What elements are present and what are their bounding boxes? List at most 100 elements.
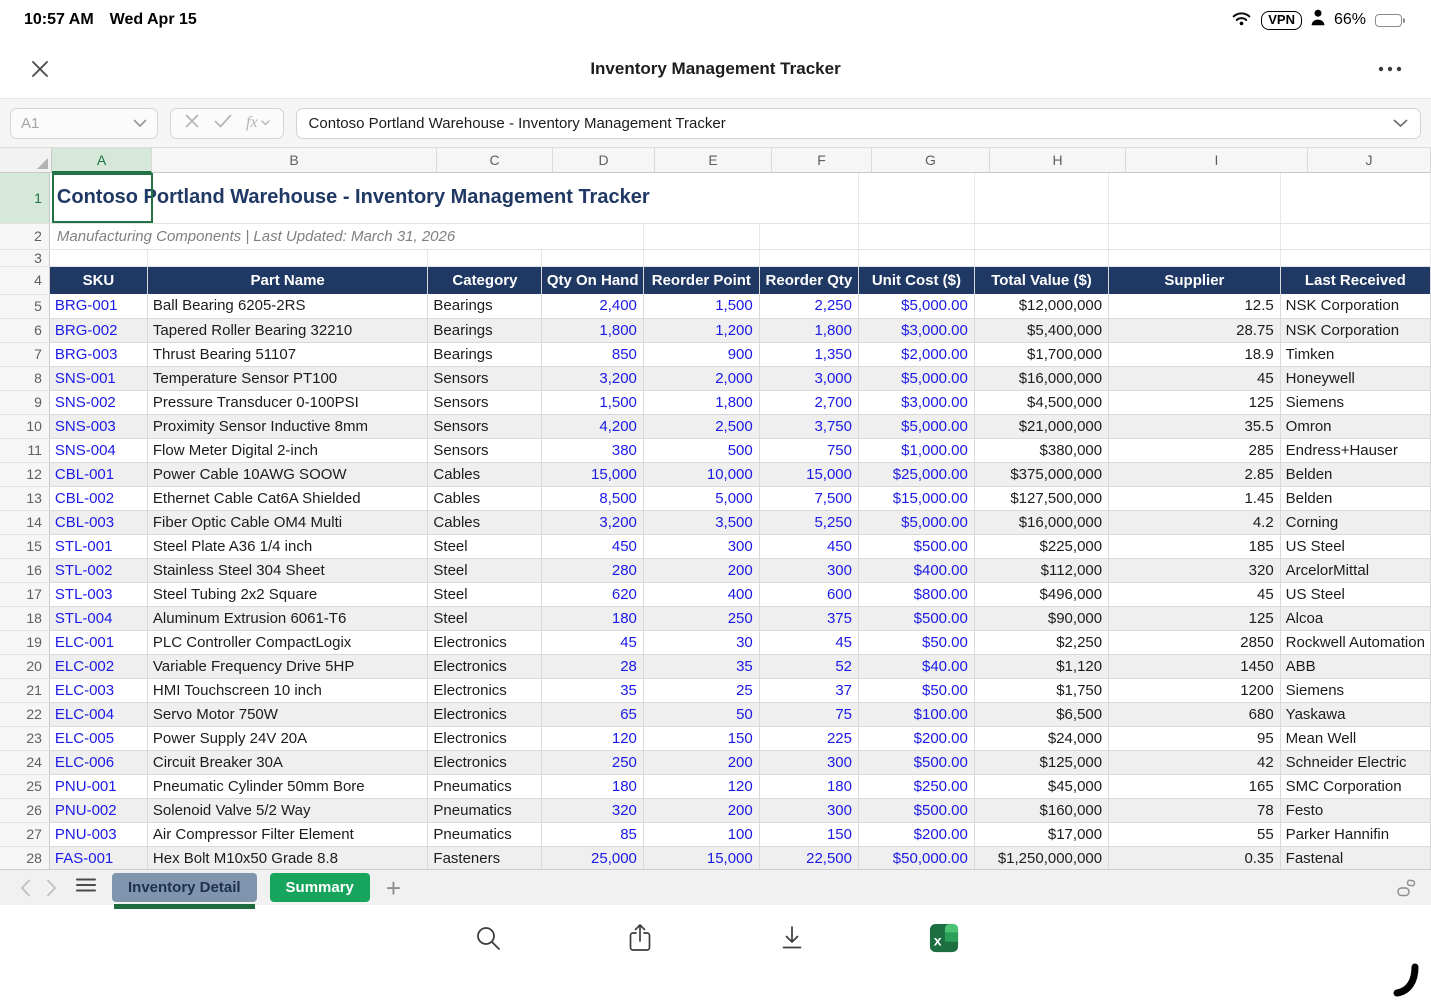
cell[interactable]: Bearings xyxy=(428,318,542,342)
cell[interactable]: $1,000.00 xyxy=(859,438,975,462)
cell[interactable]: 300 xyxy=(643,534,759,558)
cell[interactable]: Pressure Transducer 0-100PSI xyxy=(147,390,428,414)
cell[interactable]: Belden xyxy=(1280,486,1430,510)
cell[interactable]: 2850 xyxy=(1109,630,1281,654)
row-header-26[interactable]: 26 xyxy=(0,798,49,822)
cell[interactable]: 5,000 xyxy=(643,486,759,510)
cell[interactable] xyxy=(859,173,975,223)
cell[interactable]: Electronics xyxy=(428,750,542,774)
cell[interactable] xyxy=(1109,173,1281,223)
row-header-13[interactable]: 13 xyxy=(0,486,49,510)
cell[interactable]: $1,750 xyxy=(974,678,1108,702)
cell[interactable]: Ball Bearing 6205-2RS xyxy=(147,294,428,318)
cell[interactable]: FAS-001 xyxy=(49,846,147,869)
cell[interactable]: 600 xyxy=(759,582,858,606)
cell[interactable]: ELC-001 xyxy=(49,630,147,654)
more-menu-icon[interactable] xyxy=(1377,60,1403,78)
cell[interactable]: Electronics xyxy=(428,726,542,750)
cell[interactable]: Electronics xyxy=(428,702,542,726)
row-header-18[interactable]: 18 xyxy=(0,606,49,630)
cell[interactable]: BRG-002 xyxy=(49,318,147,342)
cell[interactable]: 1,350 xyxy=(759,342,858,366)
cell[interactable]: 3,500 xyxy=(643,510,759,534)
cell[interactable]: Cables xyxy=(428,486,542,510)
tab-inventory-detail[interactable]: Inventory Detail xyxy=(112,873,257,902)
cell[interactable]: 25,000 xyxy=(542,846,644,869)
cell[interactable]: $5,000.00 xyxy=(859,366,975,390)
cell[interactable]: Electronics xyxy=(428,630,542,654)
cell[interactable]: 120 xyxy=(542,726,644,750)
cell[interactable]: 28 xyxy=(542,654,644,678)
cell[interactable]: $16,000,000 xyxy=(974,366,1108,390)
cell[interactable] xyxy=(542,223,644,249)
cell[interactable]: 22,500 xyxy=(759,846,858,869)
cell[interactable]: SNS-003 xyxy=(49,414,147,438)
cell[interactable]: ELC-006 xyxy=(49,750,147,774)
row-header-9[interactable]: 9 xyxy=(0,390,49,414)
cell[interactable]: 75 xyxy=(759,702,858,726)
cell[interactable]: $800.00 xyxy=(859,582,975,606)
cell[interactable]: 1,500 xyxy=(643,294,759,318)
column-header-D[interactable]: D xyxy=(553,148,655,173)
row-header-10[interactable]: 10 xyxy=(0,414,49,438)
cell[interactable]: ELC-004 xyxy=(49,702,147,726)
cell[interactable]: Steel Tubing 2x2 Square xyxy=(147,582,428,606)
cell[interactable]: Proximity Sensor Inductive 8mm xyxy=(147,414,428,438)
column-header-B[interactable]: B xyxy=(152,148,437,173)
cell[interactable]: Endress+Hauser xyxy=(1280,438,1430,462)
sheet-title-cell[interactable]: Contoso Portland Warehouse - Inventory M… xyxy=(49,173,759,223)
cell[interactable]: Steel xyxy=(428,582,542,606)
table-header-part-name[interactable]: Part Name xyxy=(147,266,428,294)
cell[interactable]: 65 xyxy=(542,702,644,726)
cell[interactable]: 5,250 xyxy=(759,510,858,534)
cell[interactable]: 185 xyxy=(1109,534,1281,558)
cell[interactable]: 3,200 xyxy=(542,366,644,390)
insert-function-button[interactable]: fx xyxy=(246,114,270,132)
cell[interactable]: 25 xyxy=(643,678,759,702)
cell[interactable] xyxy=(643,223,759,249)
cell[interactable]: $16,000,000 xyxy=(974,510,1108,534)
cell[interactable]: 3,200 xyxy=(542,510,644,534)
table-header-last-received[interactable]: Last Received xyxy=(1280,266,1430,294)
cell[interactable]: 300 xyxy=(759,750,858,774)
cell[interactable]: ArcelorMittal xyxy=(1280,558,1430,582)
table-header-total-value-[interactable]: Total Value ($) xyxy=(974,266,1108,294)
cell[interactable]: 2,250 xyxy=(759,294,858,318)
cell[interactable]: 50 xyxy=(643,702,759,726)
cell[interactable]: 300 xyxy=(759,798,858,822)
cell[interactable]: Temperature Sensor PT100 xyxy=(147,366,428,390)
row-header-21[interactable]: 21 xyxy=(0,678,49,702)
cell[interactable]: 35 xyxy=(542,678,644,702)
cell[interactable]: $90,000 xyxy=(974,606,1108,630)
cell[interactable]: US Steel xyxy=(1280,534,1430,558)
cell[interactable]: Circuit Breaker 30A xyxy=(147,750,428,774)
cell[interactable] xyxy=(49,249,147,266)
cell[interactable]: $112,000 xyxy=(974,558,1108,582)
cell[interactable]: $160,000 xyxy=(974,798,1108,822)
cell[interactable]: Cables xyxy=(428,510,542,534)
cell[interactable]: Pneumatics xyxy=(428,774,542,798)
cell[interactable]: Rockwell Automation xyxy=(1280,630,1430,654)
cell[interactable]: NSK Corporation xyxy=(1280,294,1430,318)
cell[interactable]: 165 xyxy=(1109,774,1281,798)
row-header-12[interactable]: 12 xyxy=(0,462,49,486)
cell[interactable]: Sensors xyxy=(428,414,542,438)
cell[interactable]: 225 xyxy=(759,726,858,750)
cell[interactable]: 4,200 xyxy=(542,414,644,438)
cell[interactable]: $380,000 xyxy=(974,438,1108,462)
table-header-unit-cost-[interactable]: Unit Cost ($) xyxy=(859,266,975,294)
cell[interactable]: Corning xyxy=(1280,510,1430,534)
sheet-options-icon[interactable] xyxy=(1396,878,1417,902)
cell[interactable] xyxy=(859,249,975,266)
cell[interactable]: Steel xyxy=(428,606,542,630)
column-header-G[interactable]: G xyxy=(872,148,990,173)
sheet-list-icon[interactable] xyxy=(76,878,96,897)
cell[interactable]: 85 xyxy=(542,822,644,846)
cell[interactable]: 1,200 xyxy=(643,318,759,342)
cell[interactable]: Thrust Bearing 51107 xyxy=(147,342,428,366)
cell[interactable]: Alcoa xyxy=(1280,606,1430,630)
cell[interactable]: Fastenal xyxy=(1280,846,1430,869)
cell[interactable]: STL-004 xyxy=(49,606,147,630)
cell[interactable]: $100.00 xyxy=(859,702,975,726)
cell[interactable] xyxy=(759,249,858,266)
